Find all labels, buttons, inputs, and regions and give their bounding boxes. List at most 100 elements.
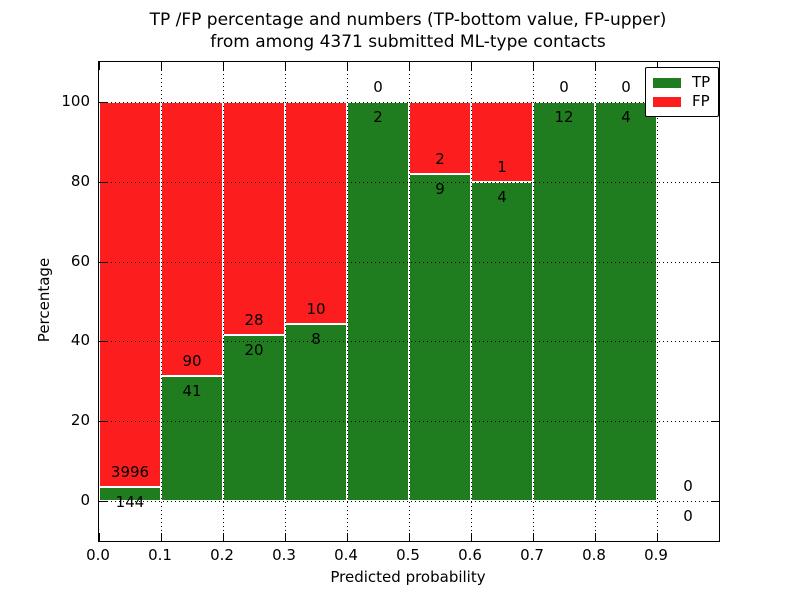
legend: TP FP <box>645 67 720 117</box>
y-tick-mark <box>711 501 719 503</box>
y-tick-label: 100 <box>61 91 90 110</box>
x-tick-label: 0.1 <box>148 546 172 564</box>
x-tick-mark <box>99 62 100 70</box>
legend-fp-label: FP <box>692 92 710 110</box>
bar-fp-count-label: 0 <box>683 477 693 496</box>
plot-area: 3996 144 90 41 28 20 10 8 0 2 2 9 1 4 0 12 0 4 0 0 <box>98 61 720 542</box>
bar-tp-count-label: 20 <box>244 340 264 359</box>
bar-tp-segment <box>347 101 409 502</box>
x-tick-label: 0.7 <box>520 546 544 564</box>
x-tick-mark <box>719 533 720 541</box>
gridline-vertical <box>285 62 286 541</box>
bar-tp-count-label: 12 <box>554 107 574 126</box>
bar-tp-count-label: 41 <box>182 382 202 401</box>
bar-tp-count-label: 2 <box>373 107 383 126</box>
legend-fp-swatch-icon <box>653 96 681 107</box>
x-axis-label: Predicted probability <box>330 568 486 586</box>
bar-tp-count-label: 144 <box>115 493 145 512</box>
bar-fp-count-label: 10 <box>306 299 326 318</box>
bar-tp-segment <box>223 334 285 502</box>
y-tick-mark <box>711 181 719 183</box>
gridline-vertical <box>223 62 224 541</box>
bar-tp-segment <box>161 376 223 502</box>
gridline-vertical <box>409 62 410 541</box>
bar-tp-segment <box>99 487 161 502</box>
y-tick-label: 40 <box>70 331 90 350</box>
y-tick-mark <box>99 101 107 103</box>
x-tick-mark <box>223 62 224 70</box>
legend-row-fp: FP <box>653 92 710 111</box>
bar-fp-count-label: 0 <box>559 77 569 96</box>
bar-tp-segment <box>285 323 347 502</box>
gridline-vertical <box>533 62 534 541</box>
y-tick-mark <box>99 341 107 343</box>
bar-fp-count-label: 0 <box>373 77 383 96</box>
bar-tp-segment <box>409 174 471 502</box>
x-tick-mark <box>409 62 410 70</box>
y-tick-label: 20 <box>70 411 90 430</box>
x-tick-label: 0.5 <box>396 546 420 564</box>
y-tick-mark <box>99 501 107 503</box>
bar-fp-count-label: 28 <box>244 310 264 329</box>
bar-fp-segment <box>409 101 471 175</box>
gridline-vertical <box>471 62 472 541</box>
x-tick-mark <box>161 62 162 70</box>
bar-fp-count-label: 3996 <box>110 463 150 482</box>
y-tick-mark <box>711 261 719 263</box>
x-tick-mark <box>533 62 534 70</box>
y-tick-label: 0 <box>80 491 90 510</box>
x-tick-label: 0.2 <box>210 546 234 564</box>
y-tick-mark <box>711 341 719 343</box>
x-tick-mark <box>223 533 224 541</box>
gridline-vertical <box>347 62 348 541</box>
bar-fp-segment <box>223 101 285 335</box>
x-tick-mark <box>533 533 534 541</box>
legend-tp-label: TP <box>692 73 711 91</box>
gridline-vertical <box>657 62 658 541</box>
y-tick-mark <box>99 421 107 423</box>
bar-tp-segment <box>595 101 657 502</box>
y-tick-mark <box>711 421 719 423</box>
chart-title-line1: TP /FP percentage and numbers (TP-bottom… <box>149 10 667 30</box>
bar-tp-count-label: 8 <box>311 329 321 348</box>
x-tick-mark <box>285 533 286 541</box>
x-tick-mark <box>657 62 658 70</box>
x-tick-mark <box>719 62 720 70</box>
x-tick-mark <box>595 62 596 70</box>
x-tick-label: 0.9 <box>644 546 668 564</box>
bar-fp-count-label: 90 <box>182 352 202 371</box>
x-tick-label: 0.3 <box>272 546 296 564</box>
x-tick-label: 0.8 <box>582 546 606 564</box>
x-tick-label: 0.4 <box>334 546 358 564</box>
y-tick-mark <box>99 181 107 183</box>
x-tick-label: 0.0 <box>86 546 110 564</box>
x-tick-mark <box>347 62 348 70</box>
bar-fp-count-label: 1 <box>497 157 507 176</box>
x-tick-mark <box>471 62 472 70</box>
gridline-vertical <box>595 62 596 541</box>
bar-tp-count-label: 4 <box>497 187 507 206</box>
y-axis-label: Percentage <box>35 257 53 343</box>
x-tick-mark <box>409 533 410 541</box>
bar-fp-count-label: 0 <box>621 77 631 96</box>
bar-fp-segment <box>285 101 347 324</box>
y-tick-mark <box>99 261 107 263</box>
chart-title-line2: from among 4371 submitted ML-type contac… <box>210 32 606 52</box>
bar-fp-segment <box>161 101 223 377</box>
legend-tp-swatch-icon <box>653 77 681 88</box>
x-tick-mark <box>161 533 162 541</box>
bar-fp-segment <box>99 101 161 488</box>
bar-tp-segment <box>533 101 595 502</box>
x-tick-label: 0.6 <box>458 546 482 564</box>
x-tick-mark <box>657 533 658 541</box>
x-tick-mark <box>347 533 348 541</box>
bar-tp-count-label: 4 <box>621 107 631 126</box>
legend-row-tp: TP <box>653 73 710 92</box>
y-tick-label: 60 <box>70 251 90 270</box>
x-tick-mark <box>99 533 100 541</box>
x-tick-mark <box>471 533 472 541</box>
bar-fp-count-label: 2 <box>435 150 445 169</box>
x-tick-mark <box>285 62 286 70</box>
y-tick-label: 80 <box>70 171 90 190</box>
